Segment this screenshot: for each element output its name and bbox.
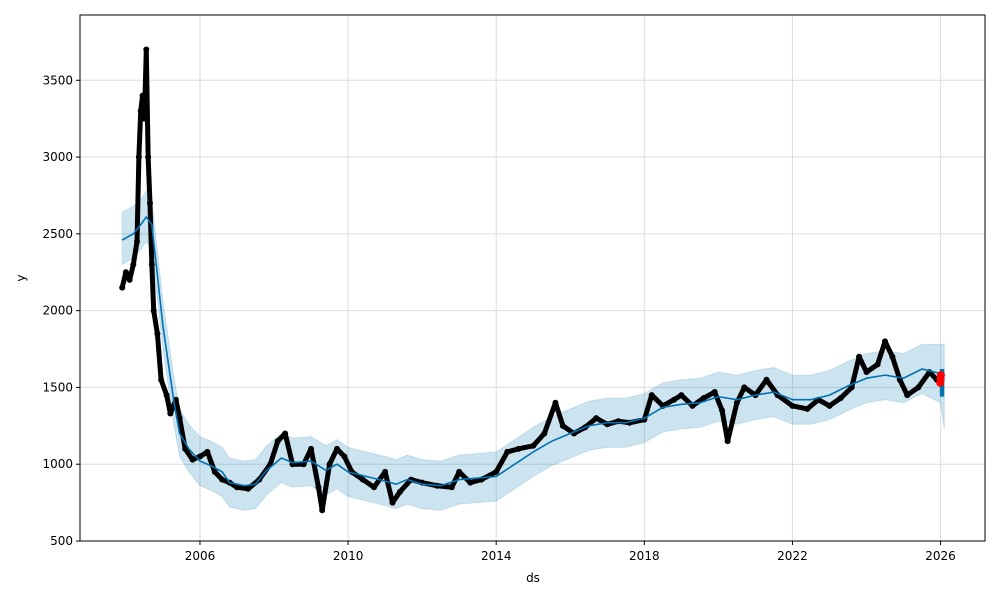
observed-point	[678, 392, 685, 399]
observed-point	[882, 338, 889, 345]
observed-point	[711, 389, 718, 396]
observed-point	[389, 499, 396, 506]
observed-point	[119, 284, 126, 291]
observed-point	[670, 396, 677, 403]
x-tick-label: 2010	[333, 549, 364, 563]
observed-point	[856, 353, 863, 360]
y-axis-label: y	[14, 274, 28, 281]
observed-point	[515, 445, 522, 452]
y-tick-label: 1000	[42, 457, 73, 471]
observed-point	[282, 430, 289, 437]
observed-point	[848, 384, 855, 391]
observed-point	[141, 115, 148, 122]
observed-point	[176, 415, 183, 422]
observed-point	[167, 410, 174, 417]
observed-point	[130, 261, 137, 268]
observed-point	[504, 448, 511, 455]
x-tick-label: 2022	[777, 549, 808, 563]
observed-point	[689, 402, 696, 409]
observed-point	[219, 476, 226, 483]
x-tick-label: 2018	[629, 549, 660, 563]
observed-point	[904, 392, 911, 399]
observed-point	[648, 392, 655, 399]
observed-point	[326, 461, 333, 468]
observed-point	[493, 468, 500, 475]
observed-point	[863, 369, 870, 376]
future-points	[936, 371, 945, 387]
x-tick-label: 2006	[185, 549, 216, 563]
observed-point	[789, 402, 796, 409]
y-tick-label: 3000	[42, 150, 73, 164]
observed-point	[182, 445, 189, 452]
observed-point	[467, 479, 474, 486]
observed-point	[315, 484, 322, 491]
observed-point	[382, 468, 389, 475]
observed-point	[126, 276, 133, 283]
x-tick-label: 2026	[925, 549, 956, 563]
x-axis: 2006 2010 2014 2018 2022 2026	[185, 541, 956, 563]
observed-point	[154, 330, 161, 337]
observed-point	[371, 484, 378, 491]
observed-point	[719, 407, 726, 414]
observed-point	[163, 392, 170, 399]
observed-point	[396, 488, 403, 495]
observed-point	[196, 453, 203, 460]
y-axis: 500 1000 1500 2000 2500 3000 3500	[42, 73, 80, 548]
observed-point	[741, 384, 748, 391]
observed-point	[837, 395, 844, 402]
observed-point	[135, 154, 142, 161]
observed-point	[150, 307, 157, 314]
observed-point	[146, 200, 153, 207]
observed-point	[139, 92, 146, 99]
observed-point	[143, 46, 150, 53]
observed-point	[700, 395, 707, 402]
observed-point	[456, 468, 463, 475]
observed-point	[211, 468, 218, 475]
observed-point	[763, 376, 770, 383]
y-tick-label: 1500	[42, 380, 73, 394]
y-tick-label: 2500	[42, 227, 73, 241]
x-axis-label: ds	[526, 571, 540, 585]
observed-point	[889, 353, 896, 360]
y-tick-label: 2000	[42, 304, 73, 318]
future-point	[936, 371, 945, 380]
observed-point	[541, 430, 548, 437]
observed-point	[593, 415, 600, 422]
observed-point	[137, 107, 144, 114]
x-tick-label: 2014	[481, 549, 512, 563]
observed-point	[319, 507, 326, 514]
observed-point	[826, 402, 833, 409]
plot-frame	[79, 14, 986, 542]
observed-point	[158, 376, 165, 383]
observed-point	[359, 476, 366, 483]
observed-point	[234, 484, 241, 491]
observed-point	[915, 384, 922, 391]
observed-point	[341, 453, 348, 460]
observed-point	[804, 405, 811, 412]
grid	[80, 15, 985, 542]
observed-point	[148, 261, 155, 268]
y-tick-label: 3500	[42, 73, 73, 87]
observed-point	[333, 445, 340, 452]
observed-point	[134, 238, 141, 245]
observed-point	[145, 154, 152, 161]
observed-point	[300, 461, 307, 468]
observed-point	[189, 456, 196, 463]
observed-point	[559, 422, 566, 429]
observed-point	[530, 442, 537, 449]
observed-point	[204, 448, 211, 455]
observed-point	[552, 399, 559, 406]
observed-point	[733, 399, 740, 406]
y-tick-label: 500	[50, 534, 73, 548]
observed-point	[122, 269, 129, 276]
observed-point	[308, 445, 315, 452]
observed-point	[724, 438, 731, 445]
observed-point	[245, 485, 252, 492]
forecast-line	[121, 215, 945, 487]
observed-point	[874, 361, 881, 368]
observed-point	[448, 484, 455, 491]
observed-point	[274, 438, 281, 445]
